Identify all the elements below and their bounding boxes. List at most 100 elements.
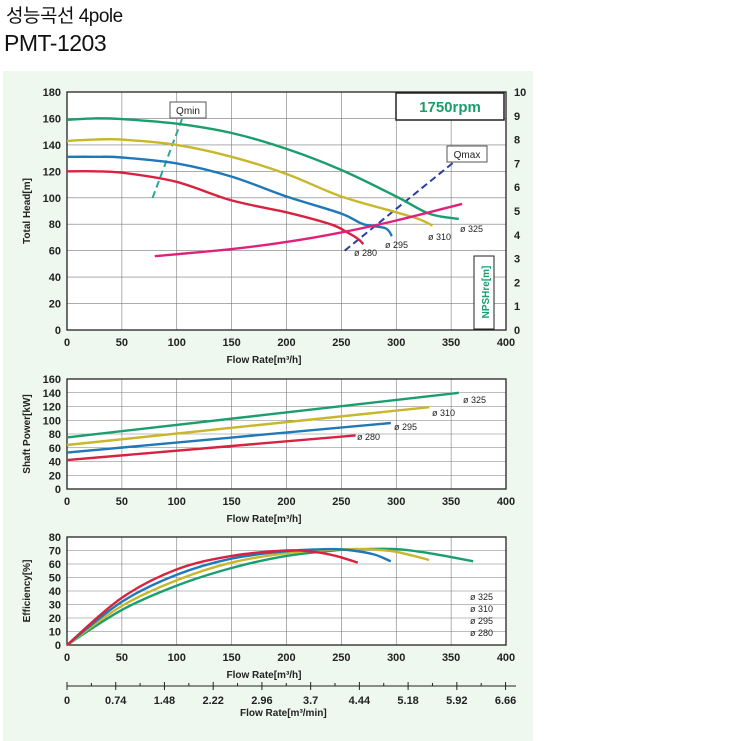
x-axis-label: Flow Rate[m³/h]: [227, 514, 302, 525]
power-curve: [66, 421, 391, 454]
npsh-curve: [154, 202, 463, 258]
plot-border: [66, 378, 507, 490]
efficiency-legend-label: ø 310: [470, 604, 493, 614]
x-tick-label: 250: [332, 652, 350, 664]
y-tick-label: 50: [49, 573, 61, 585]
y-tick-label: 10: [49, 627, 61, 639]
x2-tick-label: 1.48: [154, 695, 175, 707]
x2-tick-label: 3.7: [303, 695, 318, 707]
x2-tick-label: 5.92: [446, 695, 467, 707]
x2-tick-label: 5.18: [397, 695, 418, 707]
y-tick-label: 80: [49, 429, 61, 441]
y-tick-label: 0: [55, 640, 61, 652]
y-tick-label: 180: [43, 87, 61, 99]
power-curve-label: ø 325: [463, 395, 486, 405]
y2-tick-label: 0: [514, 325, 520, 337]
x-tick-label: 150: [222, 652, 240, 664]
y-tick-label: 40: [49, 457, 61, 469]
head-curve: [66, 117, 459, 221]
y-tick-label: 160: [43, 113, 61, 125]
x-tick-label: 400: [497, 496, 515, 508]
plot-border: [66, 536, 507, 646]
x-tick-label: 200: [277, 496, 295, 508]
y-tick-label: 20: [49, 470, 61, 482]
head-curve-label: ø 295: [385, 240, 408, 250]
qmin-line: [151, 118, 184, 199]
x-tick-label: 150: [222, 496, 240, 508]
y2-axis-label: NPSHre[m]: [481, 266, 492, 319]
y-tick-label: 60: [49, 246, 61, 258]
y-tick-label: 40: [49, 586, 61, 598]
x-tick-label: 300: [387, 337, 405, 349]
efficiency-legend-label: ø 295: [470, 616, 493, 626]
qmax-label-box: [446, 145, 488, 163]
y2-tick-label: 3: [514, 254, 520, 266]
x-tick-label: 50: [116, 496, 128, 508]
y2-tick-label: 8: [514, 135, 520, 147]
x-tick-label: 200: [277, 652, 295, 664]
npsh-label-box: [473, 255, 495, 330]
head-curve-label: ø 325: [460, 224, 483, 234]
y2-tick-label: 6: [514, 182, 520, 194]
y-axis-label: Total Head[m]: [22, 178, 33, 244]
qmin-label-box: [169, 101, 207, 119]
x-tick-label: 200: [277, 337, 295, 349]
x-tick-label: 50: [116, 337, 128, 349]
power-curve-label: ø 310: [432, 408, 455, 418]
y-tick-label: 20: [49, 299, 61, 311]
y2-tick-label: 5: [514, 206, 520, 218]
x-tick-label: 150: [222, 337, 240, 349]
y-axis-label: Shaft Power[kW]: [22, 394, 33, 473]
power-curve: [66, 434, 356, 462]
x-tick-label: 100: [168, 496, 186, 508]
y-tick-label: 60: [49, 559, 61, 571]
x-tick-label: 0: [64, 496, 70, 508]
y-tick-label: 120: [43, 402, 61, 414]
x-tick-label: 300: [387, 652, 405, 664]
x2-tick-label: 6.66: [495, 695, 516, 707]
x2-tick-label: 2.22: [202, 695, 223, 707]
y-tick-label: 120: [43, 166, 61, 178]
y-tick-label: 100: [43, 415, 61, 427]
x-tick-label: 100: [168, 337, 186, 349]
y2-tick-label: 10: [514, 87, 526, 99]
x2-tick-label: 2.96: [251, 695, 272, 707]
head-curve-label: ø 310: [428, 232, 451, 242]
efficiency-curve: [66, 547, 430, 646]
x-tick-label: 250: [332, 496, 350, 508]
y-tick-label: 70: [49, 546, 61, 558]
x-tick-label: 350: [442, 652, 460, 664]
efficiency-curve: [66, 549, 359, 646]
x-tick-label: 400: [497, 337, 515, 349]
x-tick-label: 50: [116, 652, 128, 664]
y2-tick-label: 1: [514, 301, 520, 313]
x-tick-label: 0: [64, 652, 70, 664]
power-curve: [66, 391, 459, 439]
plot-border: [66, 91, 507, 331]
power-curve-label: ø 295: [394, 422, 417, 432]
head-curve: [66, 170, 365, 245]
efficiency-legend-label: ø 280: [470, 628, 493, 638]
efficiency-legend-label: ø 325: [470, 592, 493, 602]
y-tick-label: 30: [49, 600, 61, 612]
y-axis-label: Efficiency[%]: [22, 560, 33, 623]
y-tick-label: 20: [49, 613, 61, 625]
y-tick-label: 40: [49, 272, 61, 284]
y-tick-label: 0: [55, 325, 61, 337]
y-tick-label: 0: [55, 484, 61, 496]
power-curve: [66, 406, 430, 447]
x2-axis-label: Flow Rate[m³/min]: [240, 708, 327, 719]
x2-tick-label: 0: [64, 695, 70, 707]
y-tick-label: 60: [49, 443, 61, 455]
x-axis-label: Flow Rate[m³/h]: [227, 355, 302, 366]
qmax-label: Qmax: [454, 150, 481, 161]
qmin-label: Qmin: [176, 106, 200, 117]
y-tick-label: 100: [43, 193, 61, 205]
y-tick-label: 140: [43, 140, 61, 152]
rpm-badge: [395, 92, 505, 121]
y-tick-label: 80: [49, 219, 61, 231]
y2-tick-label: 4: [514, 230, 521, 242]
x-axis-label: Flow Rate[m³/h]: [227, 670, 302, 681]
x2-tick-label: 0.74: [105, 695, 127, 707]
